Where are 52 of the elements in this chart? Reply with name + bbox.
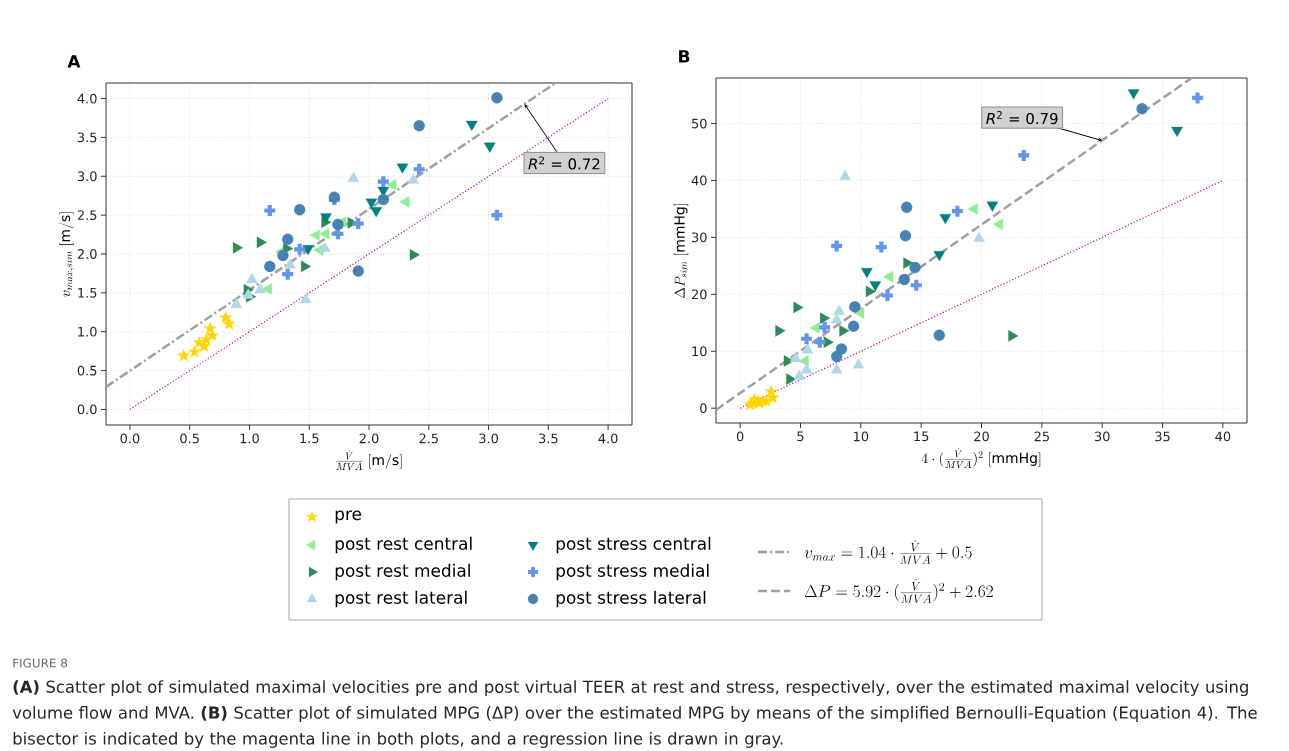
x-axis-title: $\frac{\dot{V}}{MVA}\;\mathrm{[m/s]}$ <box>336 450 402 471</box>
x-tick-label: 10 <box>854 431 869 442</box>
y-tick-label: 0 <box>700 403 707 414</box>
annotation: R$^{2}$ = 0.79 <box>986 111 1058 125</box>
x-tick-label: 3.5 <box>539 433 558 444</box>
x-tick-label: 0 <box>736 431 744 442</box>
x-tick-label: 0.0 <box>120 433 140 444</box>
y-tick-label: 2.0 <box>77 249 97 259</box>
x-tick-label: 2.0 <box>359 433 379 444</box>
x-tick-label: 40 <box>1215 431 1231 442</box>
y-tick-label: 40 <box>691 175 707 186</box>
text: (A) Scatter plot of simulated maximal velocities pre and post virtual TEER at rest and stress, respectively, over the estimated maximal velocity using volume flow and MVA. (B) Scatter plot of simulated MPG (ΔP) over the estimated MPG by means of the simplified Bernoulli-Equation (Equation 4). The bisector is indicated by the magenta line in both plots, and a regression line is drawn in gray. <box>12 680 1257 748</box>
y-tick-label: 0.5 <box>77 365 97 376</box>
annotation: R$^{2}$ = 0.72 <box>528 156 600 170</box>
legend-label: post rest lateral <box>335 590 467 608</box>
x-tick-label: 20 <box>974 431 989 442</box>
legend-label: post stress lateral <box>556 590 706 608</box>
y-tick-label: 1.0 <box>78 326 97 337</box>
x-tick-label: 2.5 <box>419 433 438 444</box>
legend-label: post stress central <box>556 536 711 554</box>
x-tick-label: 25 <box>1034 431 1049 442</box>
y-tick-label: 50 <box>692 118 707 129</box>
y-tick-label: 30 <box>691 232 707 243</box>
legend-label: $v_{max} = 1.04\cdot\frac{\dot{V}}{MVA} + 0.5$ <box>804 540 972 565</box>
y-tick-label: 3.0 <box>77 171 97 182</box>
x-axis-title: $4\cdot(\frac{\dot{V}}{MVA})^2\;\mathrm{[mmHg]}$ <box>921 448 1041 469</box>
y-axis-title: $\Delta P_{sim}\;\mathrm{[mmHg]}$ <box>673 203 689 299</box>
caption: FIGURE 8 <box>13 658 68 668</box>
legend-label: post rest medial <box>335 563 470 581</box>
y-tick-label: 4.0 <box>77 93 97 104</box>
x-tick-label: 3.0 <box>479 433 498 444</box>
y-tick-label: 0.0 <box>77 404 97 415</box>
y-tick-label: 2.5 <box>77 210 97 221</box>
legend-label: post rest central <box>335 536 472 554</box>
y-tick-label: 1.5 <box>78 288 97 298</box>
x-tick-label: 15 <box>914 431 929 442</box>
legend-label: $\Delta P = 5.92\cdot(\frac{\dot{V}}{MVA})^2 + 2.62$ <box>804 579 993 604</box>
chart-title: B <box>679 50 690 63</box>
x-tick-label: 1.0 <box>240 433 259 444</box>
chart-title: A <box>67 55 81 68</box>
y-tick-label: 10 <box>692 346 707 357</box>
x-tick-label: 1.5 <box>300 433 319 444</box>
legend-label: pre <box>335 510 362 524</box>
y-axis-title: $v_{max,sim}\;\mathrm{[m/s]}$ <box>59 212 75 297</box>
x-tick-label: 35 <box>1155 431 1170 442</box>
legend-label: post stress medial <box>556 563 709 581</box>
x-tick-label: 30 <box>1094 431 1110 442</box>
y-tick-label: 20 <box>691 289 707 300</box>
y-tick-label: 3.5 <box>77 132 97 143</box>
x-tick-label: 5 <box>797 431 804 442</box>
x-tick-label: 0.5 <box>180 433 199 444</box>
x-tick-label: 4.0 <box>598 433 618 444</box>
